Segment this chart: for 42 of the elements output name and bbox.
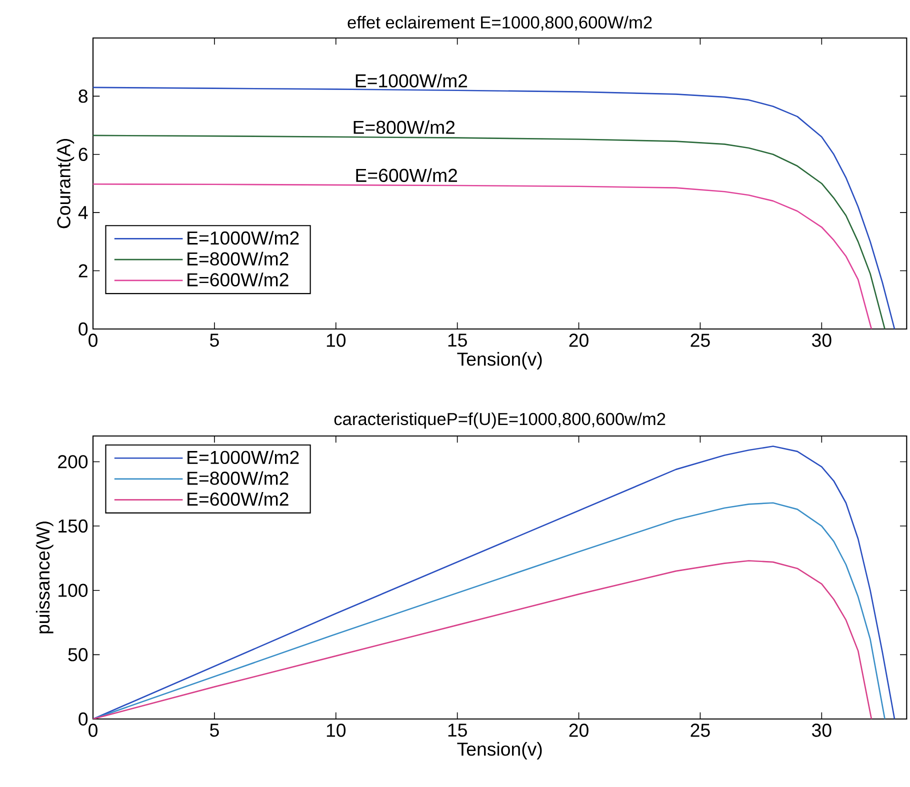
y-tick-label: 6 xyxy=(78,148,88,161)
x-tick-label: 10 xyxy=(326,334,346,347)
line-series xyxy=(93,86,896,329)
x-tick-label: 0 xyxy=(88,724,98,737)
y-tick-label: 150 xyxy=(58,519,88,533)
x-tick-label: 5 xyxy=(210,334,219,347)
line-series xyxy=(93,560,872,719)
x-tick-label: 0 xyxy=(88,334,98,347)
x-axis-title: Tension(v) xyxy=(457,352,542,370)
x-tick-label: 25 xyxy=(690,724,710,737)
y-tick-label: 0 xyxy=(78,712,88,726)
y-tick-label: 2 xyxy=(78,264,88,278)
y-tick-label: 0 xyxy=(78,322,88,336)
legend-label: E=600W/m2 xyxy=(188,492,288,506)
line-series xyxy=(93,446,896,719)
legend-label: E=800W/m2 xyxy=(188,252,288,266)
annotation: E=600W/m2 xyxy=(356,168,458,182)
x-tick-label: 25 xyxy=(690,334,710,347)
y-axis-title: Courant(A) xyxy=(56,139,74,228)
x-tick-label: 5 xyxy=(210,724,219,737)
legend-label: E=1000W/m2 xyxy=(188,450,299,464)
chart-title: effet eclairement E=1000,800,600W/m2 xyxy=(348,16,652,31)
y-tick-label: 4 xyxy=(78,206,88,220)
y-tick-label: 200 xyxy=(58,455,88,468)
annotation: E=1000W/m2 xyxy=(356,74,468,88)
chart-title: caracteristiqueP=f(U)E=1000,800,600w/m2 xyxy=(334,412,666,429)
x-tick-label: 30 xyxy=(812,334,832,347)
legend-label: E=1000W/m2 xyxy=(188,230,299,245)
legend-label: E=600W/m2 xyxy=(188,272,288,286)
x-tick-label: 30 xyxy=(812,724,832,737)
x-tick-label: 15 xyxy=(448,724,467,737)
y-tick-label: 50 xyxy=(68,648,88,662)
x-axis-title: Tension(v) xyxy=(457,742,542,760)
x-tick-label: 20 xyxy=(569,334,588,347)
y-tick-label: 100 xyxy=(58,584,88,597)
x-tick-label: 20 xyxy=(569,724,588,737)
y-tick-label: 8 xyxy=(78,90,88,103)
x-tick-label: 15 xyxy=(448,334,467,347)
legend-label: E=800W/m2 xyxy=(188,471,288,485)
annotation: E=800W/m2 xyxy=(354,120,455,134)
x-tick-label: 10 xyxy=(326,724,346,737)
y-axis-title: puissance(W) xyxy=(36,522,54,634)
